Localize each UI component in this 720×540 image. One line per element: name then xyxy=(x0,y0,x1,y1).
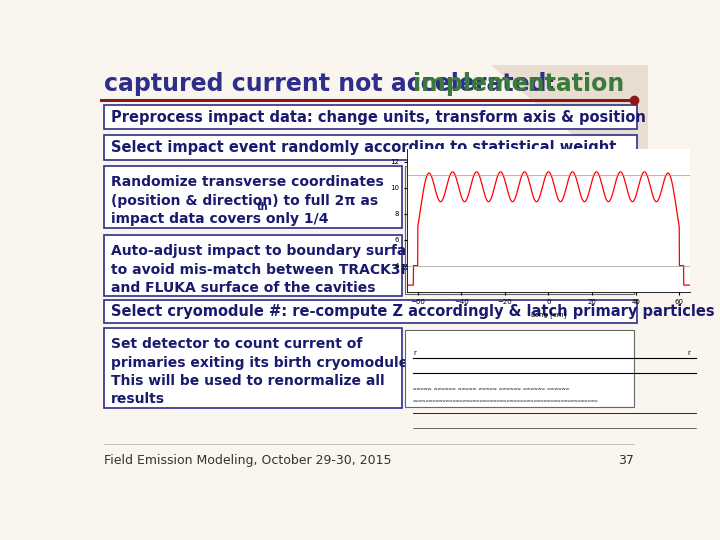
FancyBboxPatch shape xyxy=(405,329,634,407)
FancyBboxPatch shape xyxy=(104,166,402,228)
Text: Auto-adjust impact to boundary surface
to avoid mis-match between TRACK3P
and FL: Auto-adjust impact to boundary surface t… xyxy=(111,245,424,295)
Text: Select impact event randomly according to statistical weight: Select impact event randomly according t… xyxy=(111,140,616,155)
FancyBboxPatch shape xyxy=(104,105,637,129)
Text: Field Emission Modeling, October 29-30, 2015: Field Emission Modeling, October 29-30, … xyxy=(104,454,392,467)
FancyBboxPatch shape xyxy=(104,328,402,408)
Text: wwwwwwwwwwwwwwwwwwwwwwwwwwwwwwwwwwwwwwwwwwwwwwwwwwwwwww: wwwwwwwwwwwwwwwwwwwwwwwwwwwwwwwwwwwwwwww… xyxy=(413,400,599,403)
X-axis label: Long [cm]: Long [cm] xyxy=(531,311,566,318)
FancyBboxPatch shape xyxy=(104,235,402,295)
Text: th: th xyxy=(257,202,269,212)
Text: wwwww, wwwwww. wwwww. wwwww. wwwwww. wwwwww. wwwwww.: wwwww, wwwwww. wwwww. wwwww. wwwwww. www… xyxy=(413,387,570,391)
Text: Preprocess impact data: change units, transform axis & position: Preprocess impact data: change units, tr… xyxy=(111,110,646,125)
Text: 37: 37 xyxy=(618,454,634,467)
Text: Randomize transverse coordinates
(position & direction) to full 2π as
impact dat: Randomize transverse coordinates (positi… xyxy=(111,176,383,226)
FancyBboxPatch shape xyxy=(104,300,637,322)
Text: Select cryomodule #: re-compute Z accordingly & latch primary particles: Select cryomodule #: re-compute Z accord… xyxy=(111,303,714,319)
Text: r: r xyxy=(413,349,416,355)
Polygon shape xyxy=(492,65,648,198)
Text: Set detector to count current of
primaries exiting its birth cryomodule.
This wi: Set detector to count current of primari… xyxy=(111,337,413,406)
Text: r: r xyxy=(687,349,690,355)
Text: implementation: implementation xyxy=(413,71,624,96)
FancyBboxPatch shape xyxy=(104,136,637,160)
Text: captured current not accelerated:: captured current not accelerated: xyxy=(104,71,564,96)
